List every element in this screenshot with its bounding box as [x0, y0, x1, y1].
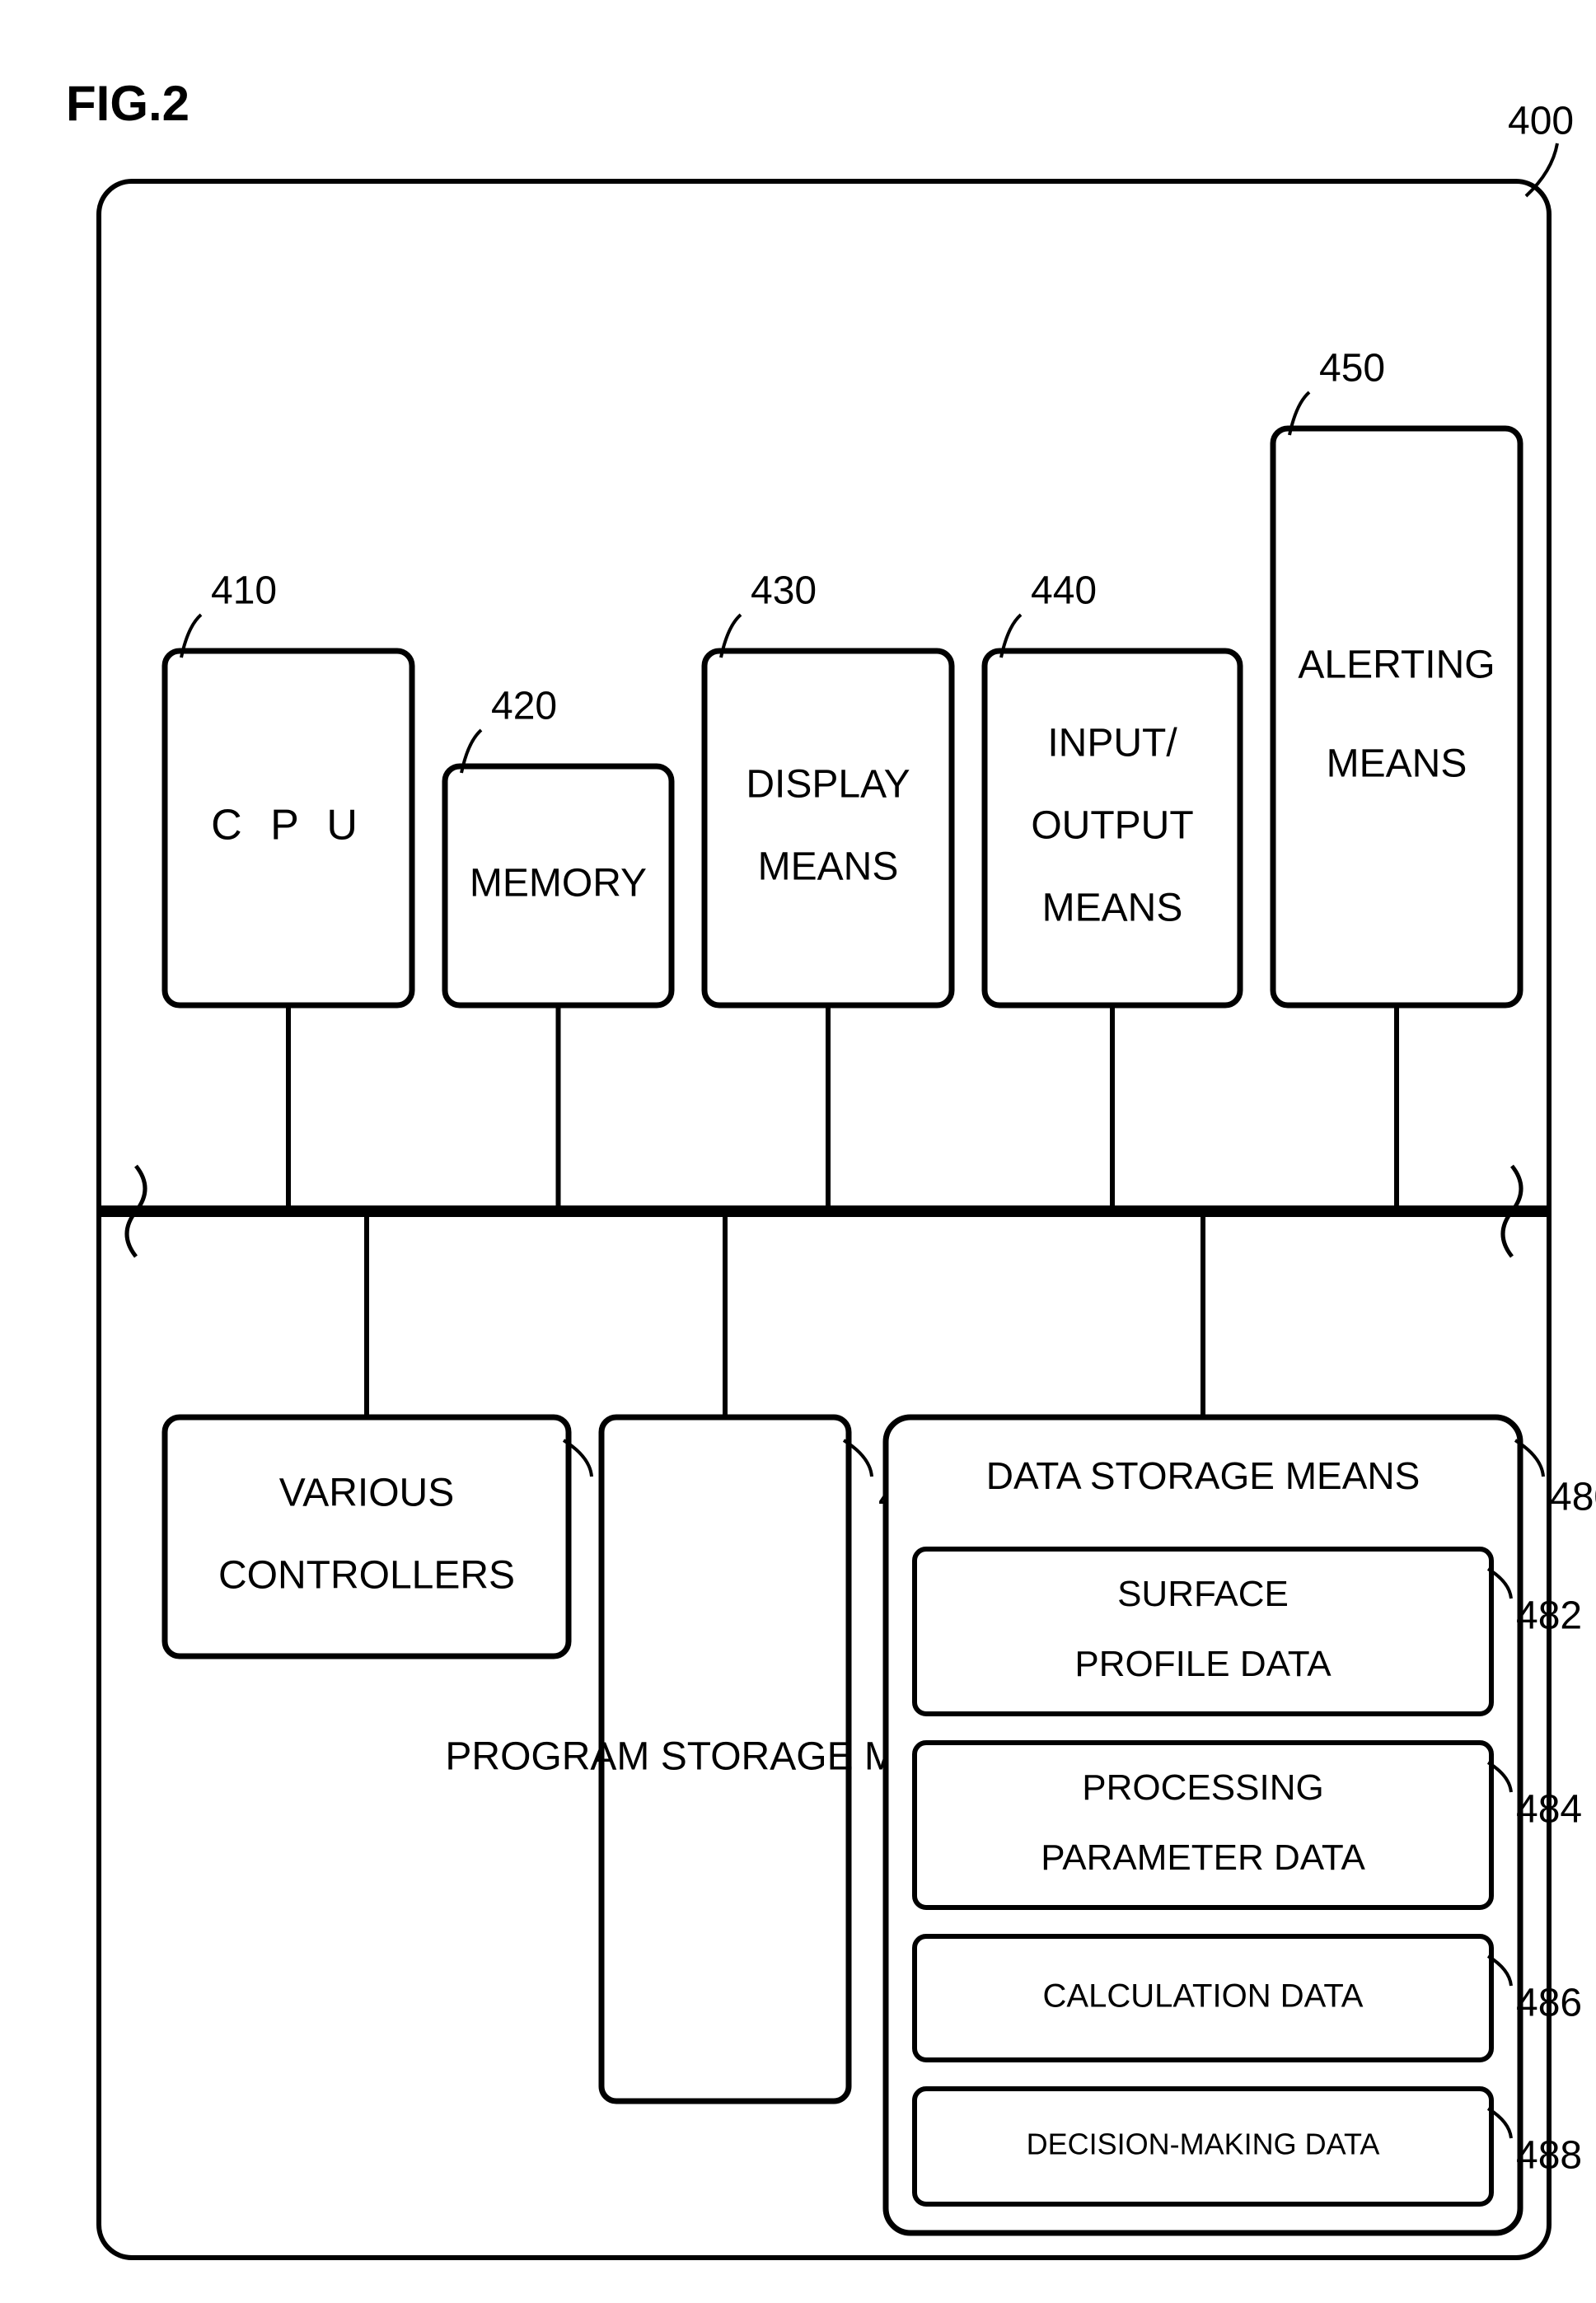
label-io-0: INPUT/ — [1047, 722, 1177, 765]
ref-420: 420 — [491, 685, 557, 728]
label-alerting-0: ALERTING — [1298, 644, 1495, 687]
label-calc-0: CALCULATION DATA — [1043, 1978, 1364, 2015]
ref-450: 450 — [1319, 347, 1385, 391]
ref-440: 440 — [1031, 569, 1097, 613]
block-procparm: PROCESSING PARAMETER DATA 484 — [915, 1743, 1582, 1907]
label-alerting-1: MEANS — [1327, 742, 1467, 786]
label-surface-0: SURFACE — [1117, 1574, 1289, 1614]
label-display-0: DISPLAY — [746, 763, 910, 807]
label-surface-1: PROFILE DATA — [1074, 1644, 1332, 1684]
ref-488: 488 — [1516, 2134, 1582, 2178]
ref-480: 480 — [1550, 1476, 1596, 1519]
label-memory-0: MEMORY — [470, 862, 647, 906]
ref-484: 484 — [1516, 1788, 1582, 1832]
block-surface: SURFACE PROFILE DATA 482 — [915, 1549, 1582, 1714]
ref-482: 482 — [1516, 1594, 1582, 1638]
label-display-1: MEANS — [758, 845, 899, 889]
figure-title: FIG.2 — [66, 76, 190, 131]
label-procparm-0: PROCESSING — [1082, 1767, 1323, 1808]
ref-410: 410 — [211, 569, 277, 613]
ref-430: 430 — [751, 569, 817, 613]
label-decision-0: DECISION-MAKING DATA — [1027, 2127, 1380, 2161]
ref-400: 400 — [1508, 100, 1574, 143]
block-calc: CALCULATION DATA 486 — [915, 1936, 1582, 2060]
ref-486: 486 — [1516, 1982, 1582, 2025]
label-datastore: DATA STORAGE MEANS — [986, 1454, 1420, 1497]
label-procparm-1: PARAMETER DATA — [1041, 1837, 1365, 1878]
block-decision: DECISION-MAKING DATA 488 — [915, 2089, 1582, 2204]
label-controllers-0: VARIOUS — [279, 1472, 454, 1515]
label-controllers-1: CONTROLLERS — [218, 1554, 515, 1598]
label-io-2: MEANS — [1042, 887, 1183, 930]
label-io-1: OUTPUT — [1031, 804, 1193, 848]
label-cpu-0: C P U — [211, 802, 366, 850]
